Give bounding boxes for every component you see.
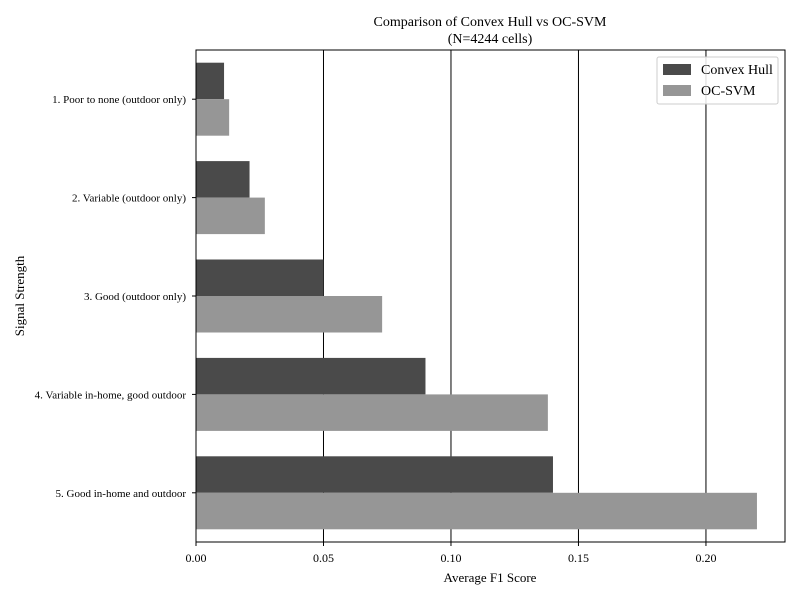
bar-convex-hull-4 bbox=[196, 357, 426, 395]
y-axis-ticks: 1. Poor to none (outdoor only) 2. Variabl… bbox=[35, 94, 196, 500]
bar-oc-svm-5 bbox=[196, 492, 757, 530]
y-axis-label: Signal Strength bbox=[12, 255, 27, 336]
bars bbox=[196, 62, 757, 530]
bar-convex-hull-3 bbox=[196, 259, 324, 296]
legend-swatch-convex-hull bbox=[663, 64, 691, 75]
x-axis-ticks: 0.00 0.05 0.10 0.15 0.20 bbox=[186, 542, 716, 565]
y-tick-label: 4. Variable in-home, good outdoor bbox=[35, 389, 187, 401]
y-tick-label: 1. Poor to none (outdoor only) bbox=[52, 94, 186, 106]
legend-label-convex-hull: Convex Hull bbox=[701, 63, 773, 78]
bar-oc-svm-1 bbox=[196, 99, 230, 136]
x-tick-label: 0.00 bbox=[186, 551, 207, 565]
x-tick-label: 0.05 bbox=[313, 551, 334, 565]
bar-oc-svm-2 bbox=[196, 197, 265, 235]
x-tick-label: 0.10 bbox=[440, 551, 461, 565]
y-tick-label: 3. Good (outdoor only) bbox=[84, 291, 186, 303]
bar-convex-hull-1 bbox=[196, 62, 225, 100]
legend-swatch-oc-svm bbox=[663, 85, 691, 96]
legend: Convex Hull OC-SVM bbox=[656, 56, 779, 105]
bar-convex-hull-2 bbox=[196, 161, 250, 198]
x-tick-label: 0.15 bbox=[568, 551, 589, 565]
bar-oc-svm-3 bbox=[196, 296, 383, 333]
chart-title: Comparison of Convex Hull vs OC-SVM bbox=[374, 15, 608, 30]
x-axis-label: Average F1 Score bbox=[444, 570, 537, 585]
bar-convex-hull-5 bbox=[196, 456, 553, 493]
y-tick-label: 5. Good in-home and outdoor bbox=[56, 488, 187, 500]
x-tick-label: 0.20 bbox=[695, 551, 716, 565]
bar-oc-svm-4 bbox=[196, 394, 548, 431]
chart-subtitle: (N=4244 cells) bbox=[448, 32, 533, 47]
y-tick-label: 2. Variable (outdoor only) bbox=[72, 193, 186, 205]
legend-label-oc-svm: OC-SVM bbox=[701, 84, 756, 99]
